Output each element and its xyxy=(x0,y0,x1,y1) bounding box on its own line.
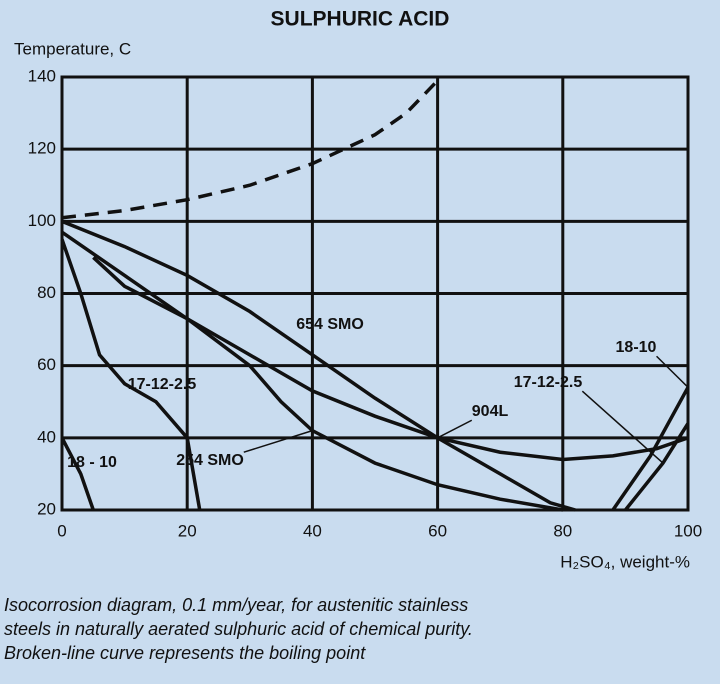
x-tick-label: 100 xyxy=(674,521,702,540)
x-axis-label: H₂SO₄, weight-% xyxy=(560,552,690,571)
y-tick-label: 40 xyxy=(37,427,56,446)
y-axis-label: Temperature, C xyxy=(14,39,131,58)
curve-label: 18-10 xyxy=(616,339,657,356)
leader-line xyxy=(656,355,689,388)
curve xyxy=(92,256,564,512)
curve-label: 18 - 10 xyxy=(67,454,117,471)
leader-line xyxy=(581,390,664,464)
curve xyxy=(624,422,690,512)
curve xyxy=(60,238,202,511)
curve-label: 904L xyxy=(472,403,509,420)
y-tick-label: 20 xyxy=(37,499,56,518)
caption: Broken-line curve represents the boiling… xyxy=(4,643,366,663)
y-tick-label: 80 xyxy=(37,283,56,302)
caption: steels in naturally aerated sulphuric ac… xyxy=(4,619,473,639)
y-tick-label: 120 xyxy=(28,139,56,158)
curve-label: 654 SMO xyxy=(296,316,364,333)
curve-label: 17-12-2.5 xyxy=(128,376,197,393)
curve xyxy=(611,386,690,511)
leader-line xyxy=(437,419,473,439)
curve xyxy=(61,79,439,220)
x-tick-label: 40 xyxy=(303,521,322,540)
curve xyxy=(60,437,95,511)
x-tick-label: 80 xyxy=(553,521,572,540)
curve-label: 254 SMO xyxy=(176,452,244,469)
curve-label: 17-12-2.5 xyxy=(514,374,583,391)
x-tick-label: 20 xyxy=(178,521,197,540)
y-tick-label: 60 xyxy=(37,355,56,374)
y-tick-label: 140 xyxy=(28,66,56,85)
caption: Isocorrosion diagram, 0.1 mm/year, for a… xyxy=(4,595,468,615)
curve xyxy=(61,219,576,512)
leader-line xyxy=(243,429,313,453)
x-tick-label: 60 xyxy=(428,521,447,540)
y-tick-label: 100 xyxy=(28,211,56,230)
chart-title: SULPHURIC ACID xyxy=(271,8,450,31)
x-tick-label: 0 xyxy=(57,521,66,540)
